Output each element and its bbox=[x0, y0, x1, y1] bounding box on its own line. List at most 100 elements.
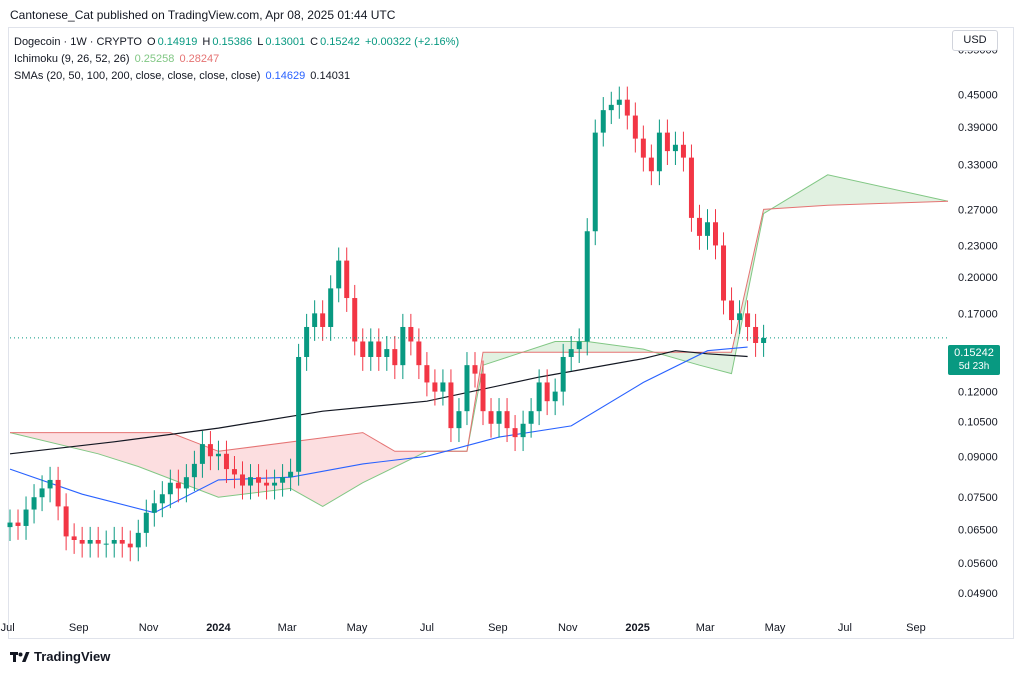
candle bbox=[592, 119, 598, 246]
legend-symbol: Dogecoin · 1W · CRYPTO bbox=[14, 36, 142, 48]
candle-body bbox=[416, 341, 422, 366]
y-tick-label: 0.06500 bbox=[958, 524, 998, 536]
candle bbox=[111, 526, 117, 558]
candle bbox=[280, 464, 286, 497]
candle bbox=[648, 144, 654, 186]
candle bbox=[199, 431, 205, 478]
currency-selector[interactable]: USD bbox=[952, 30, 998, 51]
x-tick-label: Jul bbox=[1, 622, 15, 634]
x-tick-label: Mar bbox=[696, 622, 715, 634]
candle bbox=[472, 352, 478, 388]
x-axis: Jul Sep Nov 2024 Mar May Jul Sep Nov 2025 Mar May Ju… bbox=[1, 622, 926, 634]
candle-body bbox=[616, 99, 622, 105]
candle bbox=[304, 313, 310, 371]
candle-body bbox=[223, 453, 229, 470]
candle-body bbox=[376, 341, 382, 357]
candle-body bbox=[544, 382, 550, 402]
candle bbox=[272, 469, 278, 500]
candle bbox=[528, 398, 534, 438]
candle bbox=[448, 369, 454, 443]
y-tick-label: 0.09000 bbox=[958, 451, 998, 463]
candle-body bbox=[400, 326, 406, 366]
candle-body bbox=[119, 539, 125, 544]
candle bbox=[400, 313, 406, 380]
y-tick-label: 0.12000 bbox=[958, 387, 998, 399]
candle bbox=[680, 131, 686, 172]
candle-body bbox=[696, 217, 702, 236]
candle-layer bbox=[7, 86, 948, 562]
legend-ichimoku-a: 0.25258 bbox=[134, 53, 175, 65]
legend-ichimoku-b: 0.28247 bbox=[179, 53, 220, 65]
candle-body bbox=[256, 477, 262, 483]
candle bbox=[729, 287, 735, 334]
ichimoku-span-a bbox=[9, 174, 949, 507]
candle-body bbox=[199, 444, 205, 464]
legend-ichimoku[interactable]: Ichimoku (9, 26, 52, 26) 0.25258 0.28247 bbox=[14, 53, 221, 65]
candle-body bbox=[304, 326, 310, 357]
candle-body bbox=[127, 543, 133, 548]
candle bbox=[544, 369, 550, 416]
candle bbox=[721, 232, 727, 315]
candle bbox=[753, 313, 759, 357]
publish-line: Cantonese_Cat published on TradingView.c… bbox=[10, 8, 396, 22]
candle-body bbox=[745, 313, 751, 327]
candle-body bbox=[464, 365, 470, 412]
legend-ichimoku-label: Ichimoku (9, 26, 52, 26) bbox=[14, 53, 130, 65]
candle bbox=[7, 509, 13, 542]
candle bbox=[392, 336, 398, 380]
x-tick-label: Mar bbox=[278, 622, 297, 634]
candle bbox=[745, 300, 751, 341]
candle bbox=[536, 369, 542, 426]
candle bbox=[440, 369, 446, 406]
candle-body bbox=[135, 532, 141, 548]
candle-body bbox=[576, 341, 582, 350]
candle bbox=[464, 352, 470, 426]
candle bbox=[39, 475, 45, 512]
candle bbox=[344, 247, 350, 312]
ichimoku-cloud-layer bbox=[9, 174, 949, 507]
candle bbox=[31, 484, 37, 524]
candle bbox=[552, 378, 558, 416]
y-tick-label: 0.33000 bbox=[958, 159, 998, 171]
candle bbox=[55, 466, 61, 521]
candle-body bbox=[456, 411, 462, 429]
candle bbox=[15, 509, 21, 540]
tradingview-logo[interactable]: TradingView bbox=[10, 649, 110, 664]
y-tick-label: 0.27000 bbox=[958, 204, 998, 216]
candle-body bbox=[63, 506, 69, 537]
candle-body bbox=[384, 349, 390, 357]
candle-body bbox=[664, 132, 670, 152]
candle bbox=[231, 456, 237, 489]
legend-low-label: L bbox=[257, 36, 264, 48]
candle-body bbox=[568, 349, 574, 357]
candle-body bbox=[87, 539, 93, 544]
candle bbox=[368, 328, 374, 371]
candle bbox=[688, 144, 694, 232]
x-tick-label: Sep bbox=[69, 622, 89, 634]
candle-body bbox=[183, 477, 189, 489]
y-tick-label: 0.20000 bbox=[958, 272, 998, 284]
candle bbox=[424, 352, 430, 397]
candle-body bbox=[39, 488, 45, 498]
chart-frame[interactable] bbox=[8, 27, 1014, 639]
candle bbox=[167, 469, 173, 509]
candle bbox=[664, 119, 670, 166]
candle bbox=[576, 328, 582, 364]
candle-body bbox=[608, 104, 614, 111]
legend-sma[interactable]: SMAs (20, 50, 100, 200, close, close, cl… bbox=[14, 70, 352, 82]
candle-body bbox=[248, 477, 254, 486]
candle bbox=[488, 398, 494, 438]
candle-body bbox=[159, 494, 165, 504]
candle bbox=[737, 300, 743, 334]
candle bbox=[175, 469, 181, 503]
candle bbox=[296, 343, 302, 486]
candle bbox=[632, 102, 638, 153]
y-tick-label: 0.39000 bbox=[958, 122, 998, 134]
y-tick-label: 0.45000 bbox=[958, 90, 998, 102]
candle bbox=[143, 499, 149, 547]
candle-body bbox=[328, 288, 334, 327]
candle bbox=[127, 530, 133, 562]
candle-body bbox=[440, 382, 446, 392]
candle-body bbox=[448, 382, 454, 429]
